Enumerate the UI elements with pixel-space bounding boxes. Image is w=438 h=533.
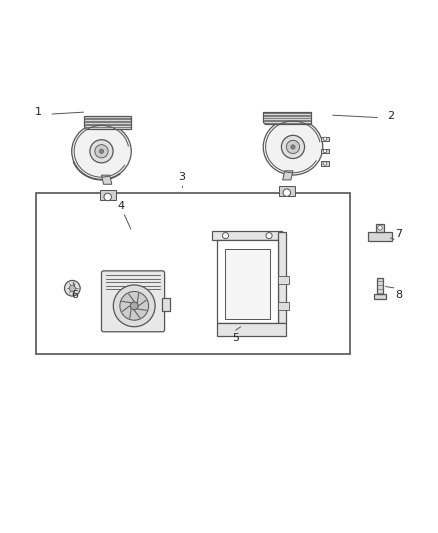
FancyBboxPatch shape: [102, 271, 165, 332]
Circle shape: [291, 145, 295, 149]
Circle shape: [104, 193, 111, 201]
Bar: [278, 232, 286, 323]
Circle shape: [120, 292, 148, 320]
Text: 2: 2: [387, 111, 395, 122]
Text: 6: 6: [71, 290, 78, 300]
Bar: [36, 192, 350, 353]
Bar: [321, 149, 328, 153]
Circle shape: [266, 232, 272, 239]
Circle shape: [378, 225, 382, 230]
Text: 4: 4: [117, 200, 125, 211]
Bar: [217, 323, 286, 336]
Bar: [162, 297, 170, 311]
Text: 1: 1: [35, 107, 42, 117]
Bar: [225, 249, 270, 319]
Bar: [374, 294, 386, 298]
Circle shape: [281, 135, 304, 158]
Bar: [100, 190, 116, 200]
Bar: [378, 278, 383, 294]
Circle shape: [64, 280, 80, 296]
Polygon shape: [102, 175, 112, 184]
Bar: [279, 186, 295, 196]
Circle shape: [223, 232, 229, 239]
Circle shape: [283, 189, 290, 196]
Ellipse shape: [72, 123, 131, 180]
Circle shape: [286, 140, 300, 154]
Circle shape: [113, 285, 155, 327]
Ellipse shape: [263, 119, 323, 175]
Circle shape: [69, 285, 75, 292]
Circle shape: [323, 137, 327, 140]
Bar: [321, 136, 328, 141]
Circle shape: [90, 140, 113, 163]
Text: 3: 3: [179, 172, 186, 182]
Bar: [278, 302, 289, 310]
Bar: [368, 232, 392, 241]
Bar: [212, 231, 282, 240]
Circle shape: [323, 149, 327, 153]
Text: 7: 7: [395, 229, 403, 239]
Circle shape: [99, 149, 103, 154]
Circle shape: [95, 144, 108, 158]
Polygon shape: [283, 171, 293, 180]
Bar: [278, 276, 289, 284]
Bar: [321, 161, 328, 166]
Circle shape: [130, 302, 138, 310]
Bar: [376, 224, 384, 232]
Text: 8: 8: [395, 290, 403, 300]
Circle shape: [323, 162, 327, 165]
Bar: [217, 240, 278, 323]
Polygon shape: [84, 116, 131, 128]
Text: 5: 5: [232, 333, 239, 343]
Polygon shape: [263, 112, 311, 124]
